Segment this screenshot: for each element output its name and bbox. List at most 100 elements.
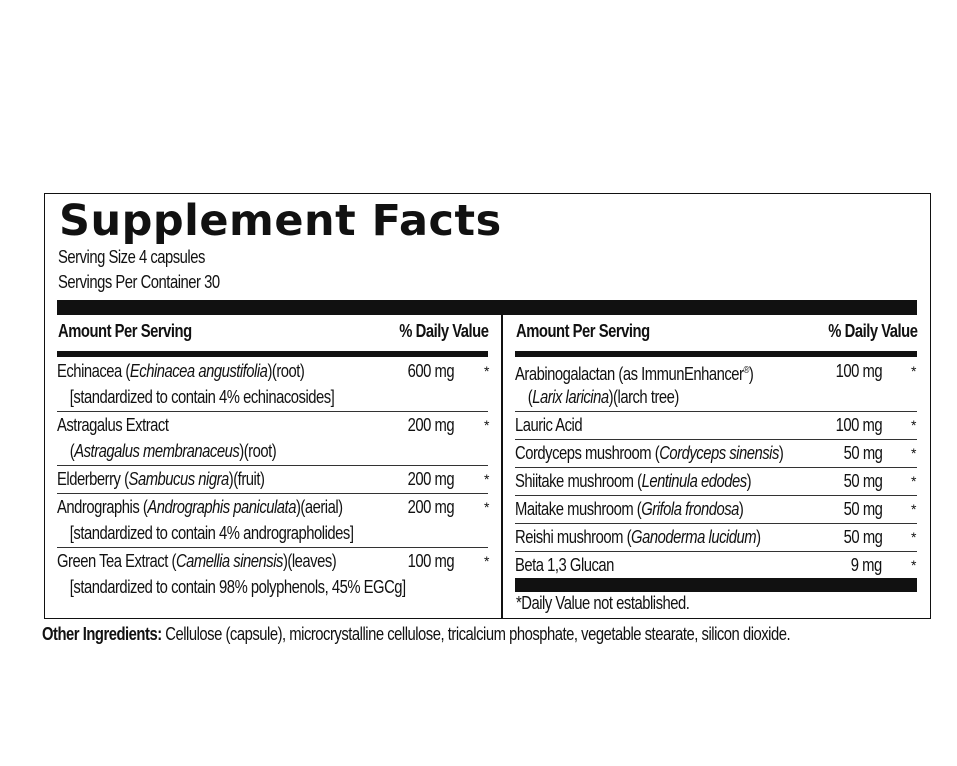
left-header-dv: % Daily Value <box>398 320 489 341</box>
right-header-rule <box>515 351 917 357</box>
latin-name: Larix laricina <box>532 386 609 407</box>
latin-name: Lentinula edodes <box>641 470 748 491</box>
other-ingredients: Other Ingredients: Cellulose (capsule), … <box>42 623 791 645</box>
right-header-amount: Amount Per Serving <box>516 320 650 341</box>
text-segment: Astragalus Extract <box>57 414 169 435</box>
nutrient-detail: [standardized to contain 98% polyphenols… <box>57 574 406 600</box>
serving-size: Serving Size 4 capsules <box>58 246 205 267</box>
latin-name: Andrographis paniculata <box>147 496 296 517</box>
daily-value: * <box>911 529 916 545</box>
nutrient-name: Beta 1,3 Glucan <box>515 552 837 578</box>
right-header-dv: % Daily Value <box>827 320 918 341</box>
amount-per-serving: 600 mg <box>407 360 455 381</box>
nutrient-row: Beta 1,3 Glucan 9 mg * <box>515 552 917 580</box>
text-segment: )(fruit) <box>228 468 265 489</box>
text-segment: Shiitake mushroom ( <box>515 470 642 491</box>
text-segment: [standardized to contain 4% andrographol… <box>69 522 354 543</box>
registered-mark: ® <box>743 365 750 376</box>
daily-value: * <box>911 473 916 489</box>
nutrient-name: Cordyceps mushroom (Cordyceps sinensis) <box>515 440 837 466</box>
nutrient-row: Andrographis (Andrographis paniculata)(a… <box>57 494 489 548</box>
nutrient-name: Echinacea (Echinacea angustifolia)(root) <box>57 358 402 384</box>
footnote: *Daily Value not established. <box>516 592 690 613</box>
daily-value: * <box>911 501 916 517</box>
text-segment: Elderberry ( <box>57 468 129 489</box>
text-segment: ( <box>69 440 75 461</box>
daily-value: * <box>484 553 489 569</box>
amount-per-serving: 50 mg <box>843 470 882 491</box>
nutrient-name: Reishi mushroom (Ganoderma lucidum) <box>515 524 837 550</box>
panel-title: Supplement Facts <box>59 196 502 246</box>
amount-per-serving: 50 mg <box>843 442 882 463</box>
text-segment: )(root) <box>239 440 277 461</box>
text-segment: )(leaves) <box>282 550 337 571</box>
nutrient-name: Green Tea Extract (Camellia sinensis)(le… <box>57 548 402 574</box>
nutrient-row: Astragalus Extract (Astragalus membranace… <box>57 412 489 466</box>
text-segment: )(larch tree) <box>608 386 680 407</box>
amount-per-serving: 50 mg <box>843 526 882 547</box>
text-segment: ) <box>756 526 761 547</box>
nutrient-row: Arabinogalactan (as ImmunEnhancer®) (Lari… <box>515 358 917 412</box>
latin-name: Astragalus membranaceus <box>74 440 240 461</box>
text-segment: Lauric Acid <box>515 414 583 435</box>
bottom-thick-rule <box>515 578 917 592</box>
nutrient-row: Echinacea (Echinacea angustifolia)(root)… <box>57 358 489 412</box>
daily-value: * <box>911 417 916 433</box>
latin-name: Ganoderma lucidum <box>631 526 757 547</box>
text-segment: ) <box>746 470 752 491</box>
amount-per-serving: 50 mg <box>843 498 882 519</box>
nutrient-name: Elderberry (Sambucus nigra)(fruit) <box>57 466 402 492</box>
text-segment: ) <box>778 442 784 463</box>
daily-value: * <box>911 445 916 461</box>
nutrient-name: Astragalus Extract <box>57 412 402 438</box>
nutrient-name: Maitake mushroom (Grifola frondosa) <box>515 496 837 522</box>
latin-name: Grifola frondosa <box>641 498 739 519</box>
top-thick-rule <box>57 300 917 315</box>
daily-value: * <box>484 363 489 379</box>
nutrient-detail: [standardized to contain 4% echinacoside… <box>57 384 402 410</box>
left-header-rule <box>57 351 488 357</box>
latin-name: Sambucus nigra <box>128 468 230 489</box>
text-segment: Beta 1,3 Glucan <box>515 554 614 575</box>
latin-name: Echinacea angustifolia <box>129 360 268 381</box>
text-segment: [standardized to contain 4% echinacoside… <box>69 386 335 407</box>
servings-per-container: Servings Per Container 30 <box>58 271 220 292</box>
amount-per-serving: 100 mg <box>835 414 883 435</box>
nutrient-name: Lauric Acid <box>515 412 837 438</box>
daily-value: * <box>911 557 916 573</box>
text-segment: Cordyceps mushroom ( <box>515 442 660 463</box>
left-header-amount: Amount Per Serving <box>58 320 192 341</box>
nutrient-name: Andrographis (Andrographis paniculata)(a… <box>57 494 402 520</box>
text-segment: )(aerial) <box>295 496 343 517</box>
nutrient-row: Lauric Acid 100 mg * <box>515 412 917 440</box>
text-segment: Reishi mushroom ( <box>515 526 632 547</box>
nutrient-row: Shiitake mushroom (Lentinula edodes) 50 m… <box>515 468 917 496</box>
supplement-facts-panel <box>44 193 931 619</box>
daily-value: * <box>911 363 916 379</box>
nutrient-name: Arabinogalactan (as ImmunEnhancer®) <box>515 358 837 384</box>
nutrient-name: Shiitake mushroom (Lentinula edodes) <box>515 468 837 494</box>
amount-per-serving: 9 mg <box>851 554 882 575</box>
daily-value: * <box>484 417 489 433</box>
text-segment: Andrographis ( <box>57 496 148 517</box>
amount-per-serving: 100 mg <box>407 550 455 571</box>
text-segment: Maitake mushroom ( <box>515 498 642 519</box>
text-segment: )(root) <box>267 360 305 381</box>
latin-name: Cordyceps sinensis <box>659 442 779 463</box>
amount-per-serving: 200 mg <box>407 468 455 489</box>
text-segment: ( <box>527 386 533 407</box>
amount-per-serving: 100 mg <box>835 360 883 381</box>
column-divider <box>501 315 503 618</box>
text-segment: Echinacea ( <box>57 360 130 381</box>
text-segment: ) <box>748 363 754 385</box>
nutrient-detail: (Larix laricina)(larch tree) <box>515 384 837 410</box>
left-nutrient-column: Echinacea (Echinacea angustifolia)(root)… <box>57 358 489 602</box>
text-segment: [standardized to contain 98% polyphenols… <box>69 576 406 597</box>
other-ingredients-label: Other Ingredients: <box>42 623 162 644</box>
text-segment: Green Tea Extract ( <box>57 550 176 571</box>
amount-per-serving: 200 mg <box>407 496 455 517</box>
nutrient-detail: [standardized to contain 4% andrographol… <box>57 520 402 546</box>
text-segment: Arabinogalactan (as ImmunEnhancer <box>515 363 744 385</box>
nutrient-row: Maitake mushroom (Grifola frondosa) 50 mg… <box>515 496 917 524</box>
nutrient-row: Cordyceps mushroom (Cordyceps sinensis) 5… <box>515 440 917 468</box>
